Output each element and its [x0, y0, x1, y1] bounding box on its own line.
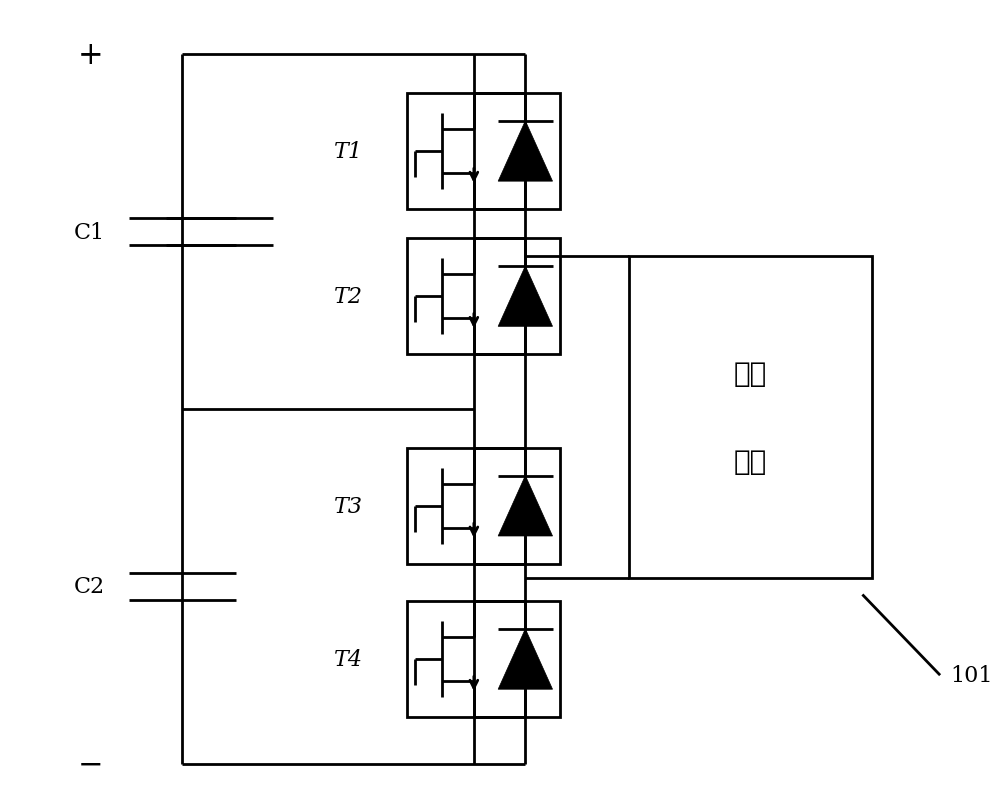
Text: T1: T1	[334, 141, 363, 163]
Text: C2: C2	[74, 576, 105, 598]
Polygon shape	[498, 267, 553, 327]
Bar	[629, 256, 872, 579]
Text: 101: 101	[950, 664, 992, 686]
Text: 谐振: 谐振	[734, 359, 767, 388]
Polygon shape	[498, 122, 553, 182]
Text: C1: C1	[74, 221, 105, 243]
Text: T3: T3	[334, 496, 363, 517]
Text: −: −	[77, 749, 103, 779]
Text: T4: T4	[334, 648, 363, 670]
Text: T2: T2	[334, 285, 363, 307]
Text: +: +	[77, 40, 103, 71]
Polygon shape	[498, 629, 553, 689]
Text: 组件: 组件	[734, 448, 767, 476]
Polygon shape	[498, 476, 553, 536]
